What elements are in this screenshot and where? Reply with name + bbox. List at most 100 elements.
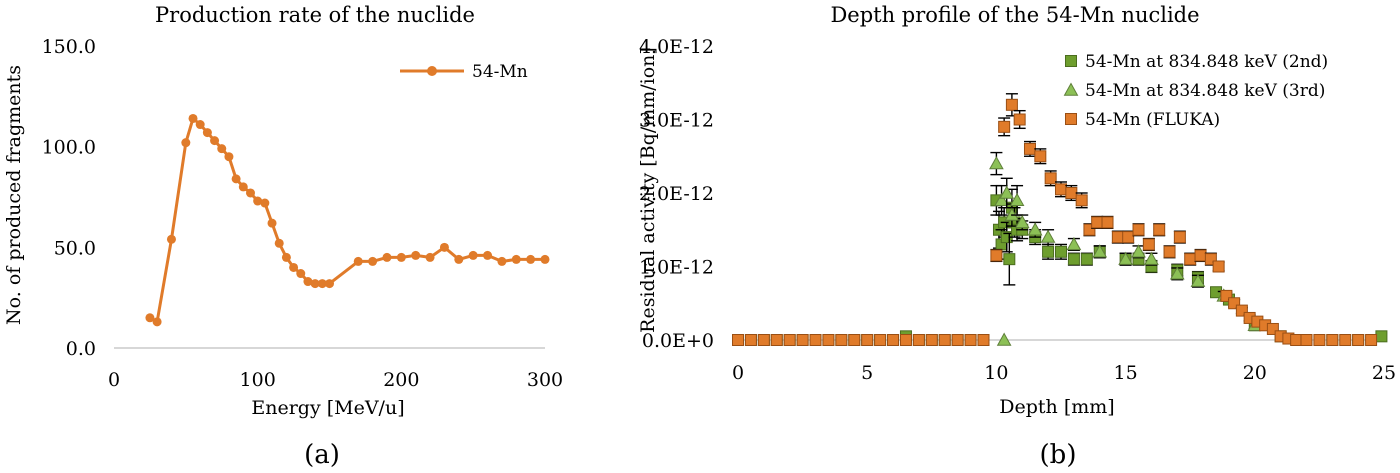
data-point — [990, 249, 1003, 262]
data-point — [1228, 297, 1241, 310]
data-point — [267, 218, 277, 228]
data-point — [1075, 194, 1088, 207]
data-point — [1142, 238, 1155, 251]
data-point — [238, 182, 248, 192]
data-point — [325, 279, 334, 289]
panel-b-y-label: Residual activity [Bq/mm/ion] — [637, 47, 659, 333]
data-point — [1194, 249, 1207, 262]
data-point — [353, 256, 363, 266]
panel-a-y-tick-label: 100.0 — [42, 137, 96, 159]
data-point — [1220, 289, 1233, 302]
data-point — [977, 334, 990, 346]
panel-b-x-tick-label: 20 — [1243, 362, 1267, 384]
data-point — [999, 185, 1015, 199]
data-point — [1163, 245, 1176, 258]
data-point — [1153, 223, 1166, 236]
data-point — [145, 313, 155, 323]
data-point — [274, 238, 284, 248]
data-point — [497, 256, 507, 266]
data-point — [1065, 187, 1078, 199]
data-point — [289, 262, 299, 272]
data-point — [1092, 244, 1108, 258]
panel-b-plot-area — [732, 93, 1388, 346]
panel-b-y-tick-label: 4.0E-12 — [639, 36, 714, 58]
data-point — [181, 138, 191, 148]
data-point — [368, 256, 378, 266]
panel-b-x-tick-label: 25 — [1372, 362, 1396, 384]
data-point — [757, 334, 770, 346]
data-point — [425, 252, 435, 262]
data-point — [1009, 192, 1025, 207]
panel-b: Depth profile of the 54-Mn nuclide 0.0E+… — [637, 3, 1396, 470]
panel-a-plot-area — [145, 113, 550, 327]
data-point — [188, 113, 198, 123]
panel-b-x-ticks: 0 5 10 15 20 25 — [732, 362, 1396, 384]
data-point — [1044, 172, 1057, 185]
panel-a-x-tick-label: 200 — [383, 369, 419, 391]
data-point — [964, 334, 977, 346]
data-point — [783, 334, 796, 346]
data-point — [912, 334, 925, 346]
data-point — [296, 269, 306, 279]
data-point — [1013, 113, 1026, 126]
panel-a-x-tick-label: 100 — [240, 369, 276, 391]
panel-a-y-tick-label: 50.0 — [54, 237, 96, 259]
data-point — [1339, 334, 1352, 346]
data-point — [1169, 266, 1185, 280]
panel-b-x-tick-label: 5 — [861, 362, 873, 384]
data-point — [848, 334, 861, 346]
data-point — [925, 334, 938, 346]
data-point — [899, 334, 912, 346]
legend-label: 54-Mn at 834.848 keV (2nd) — [1085, 52, 1328, 72]
data-point — [1091, 216, 1104, 229]
data-point — [994, 192, 1009, 207]
data-point — [317, 279, 327, 289]
data-point — [1365, 334, 1378, 346]
data-point — [439, 242, 449, 252]
data-point — [1118, 251, 1133, 265]
data-point — [231, 174, 241, 184]
data-point — [281, 252, 291, 262]
data-point — [1190, 273, 1206, 287]
data-point — [253, 196, 263, 206]
data-point — [454, 254, 464, 264]
data-point — [1132, 223, 1145, 236]
data-point — [1212, 260, 1225, 273]
panel-b-x-label: Depth [mm] — [999, 396, 1114, 418]
data-point — [1326, 334, 1339, 346]
data-point — [1083, 223, 1096, 236]
data-point — [989, 156, 1004, 170]
data-point — [1111, 231, 1124, 244]
data-point — [1266, 322, 1279, 335]
data-point — [1027, 222, 1043, 236]
panel-b-y-ticks: 0.0E+0 1.0E-12 2.0E-12 3.0E-12 4.0E-12 — [639, 36, 714, 352]
panel-b-y-tick-label: 0.0E+0 — [642, 330, 714, 352]
data-point — [483, 250, 493, 260]
data-point — [224, 152, 234, 162]
legend-marker-icon — [1065, 113, 1077, 125]
data-point — [1080, 253, 1093, 266]
panel-b-legend: 54-Mn at 834.848 keV (2nd) 54-Mn at 834.8… — [1063, 52, 1328, 130]
data-point — [396, 252, 406, 262]
data-point — [998, 120, 1011, 133]
data-point — [732, 334, 744, 346]
data-point — [835, 334, 848, 346]
data-point — [1235, 304, 1248, 317]
legend-marker-icon — [427, 66, 437, 76]
data-point — [1300, 334, 1313, 346]
data-point — [796, 334, 809, 346]
panel-a-x-label: Energy [MeV/u] — [251, 397, 404, 419]
data-point — [526, 254, 536, 264]
data-point — [310, 279, 320, 289]
legend-label: 54-Mn (FLUKA) — [1085, 110, 1220, 130]
data-point — [152, 317, 162, 327]
data-point — [1184, 253, 1197, 266]
panel-a: Production rate of the nuclide 0.0 50.0 10… — [3, 3, 563, 470]
data-point — [1040, 229, 1056, 243]
data-point — [245, 188, 255, 198]
panel-a-y-tick-label: 0.0 — [66, 338, 96, 360]
data-point — [1204, 253, 1217, 266]
data-point — [1352, 334, 1365, 346]
series-3rd — [989, 151, 1263, 346]
panel-a-x-tick-label: 0 — [108, 369, 120, 391]
